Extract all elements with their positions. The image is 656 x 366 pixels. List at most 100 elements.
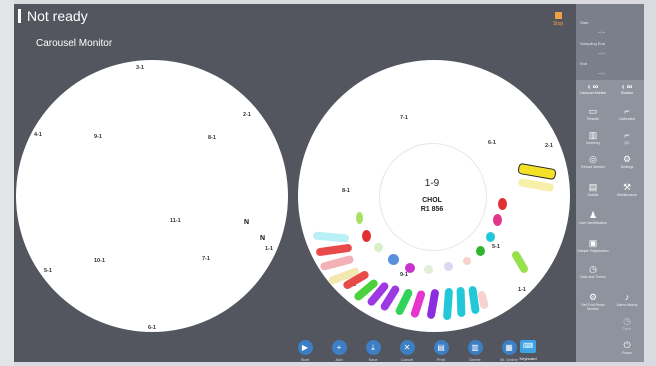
nav-settings[interactable]: ⚙ Settings xyxy=(610,154,644,169)
qc-icon: ⌐ xyxy=(624,130,630,140)
close-icon: ✕ xyxy=(399,340,415,355)
nav-power[interactable]: ⏻ Power xyxy=(610,340,644,355)
left-carousel[interactable] xyxy=(16,60,288,332)
nav-reload-monitor[interactable]: ◎ Reload Monitor xyxy=(576,154,610,169)
gear-icon: ⚙ xyxy=(588,292,598,302)
nav-label: Reload Monitor xyxy=(581,165,605,169)
clock-icon: ◷ xyxy=(589,264,597,274)
nav-label: Results xyxy=(587,117,599,121)
left-pos-3-1[interactable]: 3-1 xyxy=(136,65,144,71)
nav-set-pool-reset-monitor[interactable]: ⚙ Set Pool Reset Monitor xyxy=(576,292,610,311)
delete-button[interactable]: ▥ Delete xyxy=(458,340,492,366)
bl-online-button[interactable]: ▦ Bl. Online xyxy=(492,340,526,366)
right-pos-9-1[interactable]: 8-1 xyxy=(342,188,350,194)
hub-rack-id: R1 xyxy=(420,206,430,213)
screen-title: Carousel Monitor xyxy=(36,38,113,49)
nav-label: Settings xyxy=(620,165,634,169)
left-pos-5-1[interactable]: 5-1 xyxy=(44,268,52,274)
cup[interactable] xyxy=(493,214,502,226)
cup[interactable] xyxy=(444,262,453,271)
cup[interactable] xyxy=(498,198,507,210)
add-button[interactable]: + Add xyxy=(322,340,356,366)
nav-label: Set Pool Reset Monitor xyxy=(581,303,605,311)
cancel-label: Cancel xyxy=(400,357,414,362)
calibration-icon: ⌐ xyxy=(624,106,630,116)
cup[interactable] xyxy=(476,246,485,256)
cup[interactable] xyxy=(424,265,433,274)
run-info xyxy=(576,4,644,80)
nav-maintenance[interactable]: ⚒ Maintenance xyxy=(610,182,644,197)
cup[interactable] xyxy=(356,212,363,224)
print-label: Print xyxy=(436,357,446,362)
infinity-icon: ‹ ∞ xyxy=(587,82,599,91)
barcode-icon: ▦ xyxy=(501,340,517,355)
nav-results[interactable]: ▭ Results xyxy=(576,106,610,121)
tab-label: Routine xyxy=(620,91,634,95)
save-button[interactable]: ⤓ Save xyxy=(356,340,390,366)
left-pos-2-1[interactable]: 2-1 xyxy=(243,112,251,118)
left-pos-11-1[interactable]: 11-1 xyxy=(170,218,181,224)
right-pos-10-1[interactable]: 9-1 xyxy=(400,272,408,278)
left-pos-6-1[interactable]: 6-1 xyxy=(148,325,156,331)
cup[interactable] xyxy=(388,254,399,265)
plus-icon: + xyxy=(331,340,347,355)
print-button[interactable]: ▤ Print xyxy=(424,340,458,366)
sampling-end-label: Sampling End xyxy=(580,41,605,46)
tab-routine[interactable]: ‹ ∞ Routine xyxy=(610,82,644,100)
left-pos-10-1[interactable]: 10-1 xyxy=(94,258,106,264)
left-pos-4-1[interactable]: 4-1 xyxy=(34,132,42,138)
nav-label: Inventory xyxy=(585,141,601,145)
nav-qc[interactable]: ⌐ QC xyxy=(610,130,644,145)
left-pos-7-1[interactable]: 7-1 xyxy=(202,256,210,262)
nav-details[interactable]: ▤ Details xyxy=(576,182,610,197)
tab-carousel-monitor[interactable]: ‹ ∞ Carousel Monitor xyxy=(576,82,610,100)
start-label: Start xyxy=(300,357,310,362)
right-pos-7-1[interactable]: 6-1 xyxy=(488,140,496,146)
sample-icon: ▣ xyxy=(588,238,598,248)
inventory-icon: ▥ xyxy=(588,130,598,140)
details-icon: ▤ xyxy=(588,182,598,192)
start-time-value: --:-- xyxy=(598,30,606,35)
right-pos-1-1[interactable]: 1-1 xyxy=(518,287,526,293)
nav-label: Calibration xyxy=(618,117,636,121)
hub-position: 1-9 xyxy=(424,178,440,189)
end-time-label: End xyxy=(580,61,588,66)
nav-calibration[interactable]: ⌐ Calibration xyxy=(610,106,644,121)
keyboard-button[interactable]: ⌨ Keyboard xyxy=(516,340,540,361)
reload-icon: ◎ xyxy=(589,154,597,164)
right-pos-8-1[interactable]: 7-1 xyxy=(400,115,408,121)
keyboard-label: Keyboard xyxy=(519,356,537,361)
stop-label: Stop xyxy=(552,21,564,27)
nav-timer[interactable]: ◷ Timer xyxy=(610,316,644,331)
status-bar-mark xyxy=(18,9,21,23)
nav-alarm-history[interactable]: ♪ Alarm History xyxy=(610,292,644,307)
left-pos-1-1[interactable]: 1-1 xyxy=(265,246,273,252)
tab-label: Carousel Monitor xyxy=(579,91,607,95)
results-icon: ▭ xyxy=(588,106,598,116)
cup[interactable] xyxy=(486,232,495,242)
user-icon: ♟ xyxy=(588,210,598,220)
nav-label: Details xyxy=(587,193,599,197)
cup[interactable] xyxy=(362,230,371,242)
sampling-end-value: --:-- xyxy=(598,51,606,56)
stop-button[interactable]: Stop xyxy=(551,12,565,27)
right-pos-6-1[interactable]: 5-1 xyxy=(492,244,500,250)
right-pos-2-1[interactable]: 2-1 xyxy=(545,143,553,149)
cup[interactable] xyxy=(463,257,471,265)
left-marker-n: N xyxy=(244,219,250,226)
tube[interactable] xyxy=(456,286,466,318)
nav-date-and-timers[interactable]: ◷ Date and Timers xyxy=(576,264,610,279)
nav-sample-registration[interactable]: ▣ Sample Registration xyxy=(576,238,610,253)
left-pos-8-1[interactable]: 8-1 xyxy=(208,135,216,141)
nav-user-identification[interactable]: ♟ User Identification xyxy=(576,210,610,225)
nav-label: Alarm History xyxy=(616,303,638,307)
cup[interactable] xyxy=(374,243,383,252)
cancel-button[interactable]: ✕ Cancel xyxy=(390,340,424,366)
cup[interactable] xyxy=(405,263,415,273)
nav-label: Power xyxy=(622,351,632,355)
nav-label: QC xyxy=(624,141,630,145)
nav-label: Timer xyxy=(622,327,632,331)
left-pos-9-1[interactable]: 9-1 xyxy=(94,134,102,140)
nav-inventory[interactable]: ▥ Inventory xyxy=(576,130,610,145)
start-button[interactable]: ▶ Start xyxy=(288,340,322,366)
